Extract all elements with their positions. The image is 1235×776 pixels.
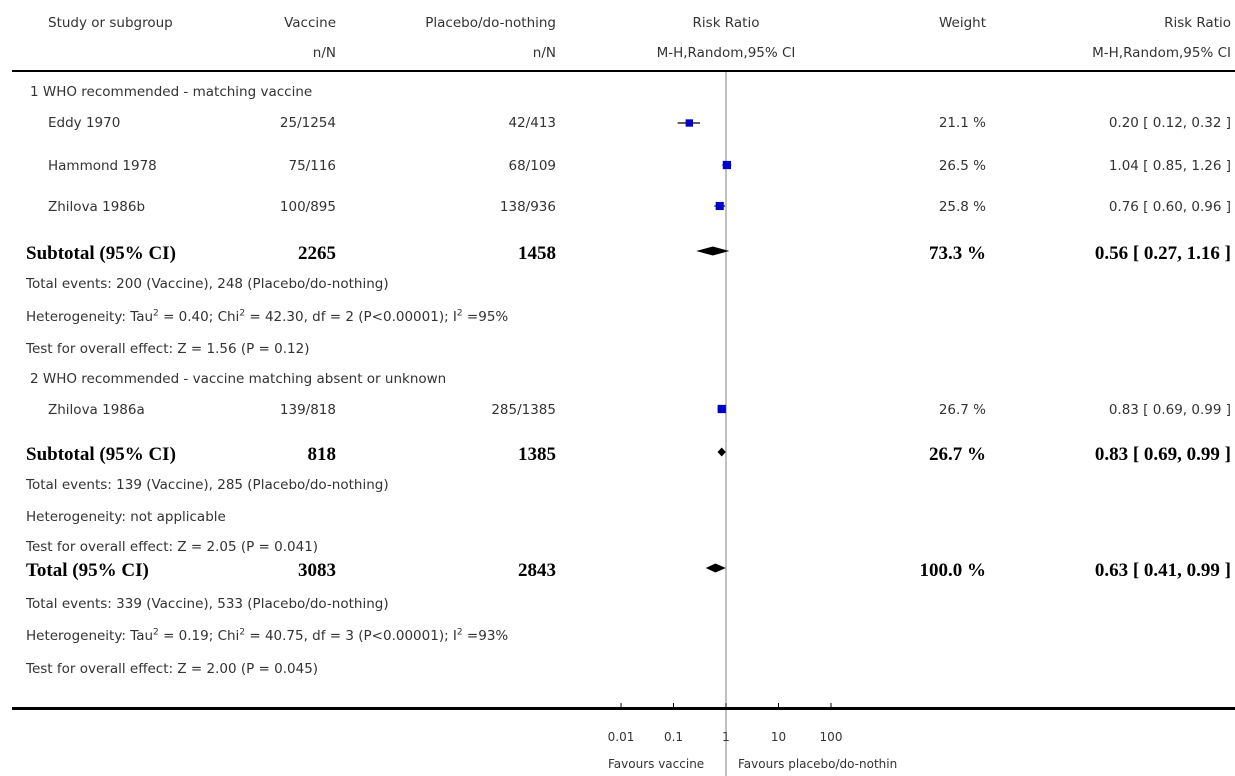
heterogeneity-text: Heterogeneity: Tau2 = 0.19; Chi2 = 40.75…	[26, 627, 509, 644]
study-name: Eddy 1970	[48, 115, 121, 131]
subgroup-title: 1 WHO recommended - matching vaccine	[30, 84, 313, 100]
total-label: Total (95% CI)	[26, 560, 149, 581]
study-name: Hammond 1978	[48, 158, 157, 174]
header-vaccine: Vaccine	[284, 15, 336, 31]
pooled-diamond	[717, 447, 726, 457]
study-placebo: 138/936	[499, 199, 556, 215]
favours-left-label: Favours vaccine	[608, 757, 705, 771]
subtotal-weight: 73.3 %	[929, 243, 986, 264]
total-weight: 100.0 %	[919, 560, 987, 581]
subheader-vaccine: n/N	[312, 45, 336, 61]
study-name: Zhilova 1986a	[48, 402, 145, 418]
study-marker	[717, 404, 726, 414]
study-vaccine: 75/116	[288, 158, 337, 174]
study-weight: 26.5 %	[938, 158, 986, 174]
study-weight: 25.8 %	[938, 199, 986, 215]
events-text: Total events: 339 (Vaccine), 533 (Placeb…	[26, 596, 389, 612]
total-placebo: 2843	[518, 560, 556, 581]
subtotal-rr: 0.83 [ 0.69, 0.99 ]	[1094, 444, 1231, 465]
study-marker	[685, 119, 693, 127]
header-study: Study or subgroup	[48, 15, 173, 31]
overall-effect-text: Test for overall effect: Z = 2.05 (P = 0…	[26, 539, 319, 555]
study-vaccine: 25/1254	[279, 115, 336, 131]
study-vaccine: 100/895	[279, 199, 336, 215]
study-placebo: 68/109	[508, 158, 557, 174]
overall-effect-text: Test for overall effect: Z = 2.00 (P = 0…	[26, 661, 319, 677]
study-rr: 0.20 [ 0.12, 0.32 ]	[1108, 115, 1231, 131]
study-name: Zhilova 1986b	[48, 199, 146, 215]
header-rr-value: Risk Ratio	[1164, 15, 1231, 31]
study-weight: 21.1 %	[938, 115, 986, 131]
pooled-diamond	[705, 563, 726, 573]
header-weight: Weight	[938, 15, 986, 31]
favours-right-label: Favours placebo/do-nothin	[738, 757, 898, 771]
heterogeneity-text: Heterogeneity: Tau2 = 0.40; Chi2 = 42.30…	[26, 308, 509, 325]
study-rr: 0.76 [ 0.60, 0.96 ]	[1108, 199, 1231, 215]
study-placebo: 285/1385	[491, 402, 556, 418]
study-rr: 1.04 [ 0.85, 1.26 ]	[1108, 158, 1231, 174]
subtotal-placebo: 1458	[518, 243, 556, 264]
subgroup-title: 2 WHO recommended - vaccine matching abs…	[30, 371, 447, 387]
study-placebo: 42/413	[508, 115, 557, 131]
study-weight: 26.7 %	[938, 402, 986, 418]
x-tick-label: 0.1	[664, 730, 683, 744]
events-text: Total events: 200 (Vaccine), 248 (Placeb…	[26, 276, 389, 292]
events-text: Total events: 139 (Vaccine), 285 (Placeb…	[26, 477, 389, 493]
subheader-rr-value: M-H,Random,95% CI	[1092, 45, 1231, 61]
subtotal-label: Subtotal (95% CI)	[26, 243, 176, 264]
subtotal-placebo: 1385	[518, 444, 556, 465]
subtotal-vaccine: 2265	[298, 243, 336, 264]
x-tick-label: 10	[771, 730, 786, 744]
x-tick-label: 0.01	[608, 730, 635, 744]
study-vaccine: 139/818	[279, 402, 336, 418]
study-rr: 0.83 [ 0.69, 0.99 ]	[1108, 402, 1231, 418]
subtotal-label: Subtotal (95% CI)	[26, 444, 176, 465]
heterogeneity-text: Heterogeneity: not applicable	[26, 509, 226, 525]
study-marker	[715, 201, 724, 211]
subtotal-vaccine: 818	[307, 444, 337, 465]
x-tick-label: 100	[820, 730, 843, 744]
total-rr: 0.63 [ 0.41, 0.99 ]	[1094, 560, 1231, 581]
subheader-rr-plot: M-H,Random,95% CI	[656, 45, 796, 61]
subtotal-rr: 0.56 [ 0.27, 1.16 ]	[1094, 243, 1231, 264]
x-tick-label: 1	[722, 730, 730, 744]
pooled-diamond	[696, 246, 730, 256]
study-marker	[722, 160, 732, 170]
header-rule	[12, 70, 1235, 72]
overall-effect-text: Test for overall effect: Z = 1.56 (P = 0…	[26, 341, 310, 357]
header-placebo: Placebo/do-nothing	[425, 15, 556, 31]
subtotal-weight: 26.7 %	[929, 444, 986, 465]
total-vaccine: 3083	[298, 560, 336, 581]
header-rr-plot: Risk Ratio	[692, 15, 760, 31]
subheader-placebo: n/N	[532, 45, 556, 61]
